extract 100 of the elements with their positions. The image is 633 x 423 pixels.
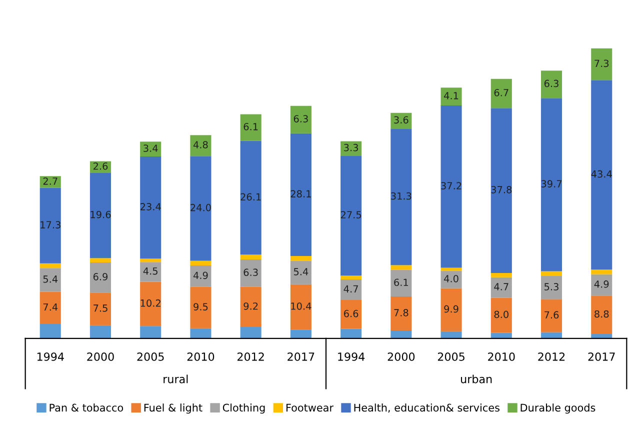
x-tick-label: 2010 [488, 352, 515, 361]
bar [140, 326, 162, 338]
x-tick-label: 1994 [37, 352, 64, 361]
x-tick-label: 2012 [538, 352, 565, 361]
data-label: 37.8 [491, 186, 512, 194]
bar [340, 156, 362, 276]
data-label: 4.9 [594, 280, 609, 288]
bar [240, 254, 262, 260]
bar [240, 114, 262, 141]
data-label: 7.6 [544, 311, 559, 319]
bar [540, 271, 562, 276]
data-label: 7.3 [594, 60, 609, 68]
bar [290, 256, 312, 261]
bar [591, 334, 612, 338]
data-label: 10.2 [140, 299, 160, 307]
data-label: 5.4 [43, 276, 58, 283]
bar [440, 105, 462, 268]
bar [90, 172, 112, 258]
bar [390, 270, 412, 297]
data-label: 7.5 [94, 304, 108, 312]
data-label: 4.7 [494, 283, 508, 290]
bar [591, 80, 612, 270]
x-tick-label: 2012 [238, 352, 264, 361]
data-label: 27.5 [340, 211, 362, 218]
data-label: 9.2 [244, 302, 258, 310]
bar [591, 296, 612, 334]
bar [190, 328, 212, 338]
bar [140, 262, 162, 282]
text: rural [164, 374, 188, 384]
bar [540, 332, 562, 338]
bar [540, 299, 562, 332]
data-label: 26.1 [240, 193, 261, 201]
x-tick-label: 2010 [187, 352, 214, 361]
bar [140, 282, 162, 326]
data-label: 2.6 [93, 162, 108, 170]
bar [190, 286, 212, 328]
data-label: 6.3 [244, 268, 258, 276]
bar [540, 70, 562, 98]
bar [390, 330, 412, 338]
bar [340, 300, 362, 329]
legend-label: Durable goods [520, 404, 596, 414]
data-label: 28.1 [290, 190, 311, 198]
data-label: 3.6 [394, 116, 408, 124]
data-label: 39.7 [541, 180, 562, 188]
bar [90, 292, 112, 326]
bar [190, 260, 212, 266]
bar [591, 269, 612, 274]
bar [40, 268, 61, 292]
legend-label: Clothing [222, 404, 265, 414]
data-label: 6.1 [244, 122, 258, 130]
bar [390, 128, 412, 266]
x-tick-label: 2000 [388, 352, 415, 361]
legend-label: Health, education& services [354, 404, 500, 413]
data-label: 6.9 [93, 273, 108, 280]
data-label: 31.3 [391, 192, 412, 200]
bar [290, 106, 312, 134]
bar [240, 259, 262, 287]
data-label: 10.4 [291, 302, 312, 310]
bar [240, 140, 262, 255]
data-label: 6.3 [294, 115, 308, 122]
x-tick-label: 2017 [288, 352, 314, 361]
data-label: 4.1 [444, 92, 458, 100]
bar [340, 141, 362, 156]
bar [440, 268, 462, 271]
x-tick-label: 2017 [588, 352, 615, 361]
data-label: 17.3 [40, 221, 60, 228]
data-label: 37.2 [441, 182, 462, 190]
bar [540, 276, 562, 300]
bar [440, 331, 462, 338]
data-label: 6.1 [394, 278, 408, 286]
data-label: 8.8 [594, 310, 609, 318]
x-tick-label: 2005 [438, 352, 464, 361]
data-label: 8.0 [494, 310, 508, 318]
bar [90, 325, 112, 338]
x-tick-label: 2005 [137, 352, 164, 361]
data-label: 4.0 [444, 274, 458, 282]
bar [90, 258, 112, 263]
data-label: 7.8 [394, 309, 408, 316]
bar [40, 324, 61, 338]
bar [290, 133, 312, 256]
legend-label: Fuel & light [144, 404, 202, 414]
data-label: 43.4 [591, 170, 612, 178]
data-label: 2.7 [43, 178, 58, 185]
legend-label: Footwear [286, 404, 334, 412]
bar [490, 272, 512, 278]
bar [490, 277, 512, 298]
data-label: 4.8 [193, 141, 208, 148]
bar [490, 298, 512, 333]
legend-label: Pan & tobacco [50, 404, 124, 412]
bar [140, 142, 162, 157]
data-label: 6.3 [544, 80, 558, 88]
text: urban [461, 374, 492, 384]
bar [290, 284, 312, 330]
bar [290, 330, 312, 338]
data-label: 6.7 [494, 88, 508, 96]
bar [140, 258, 162, 262]
data-label: 6.6 [344, 310, 358, 318]
bar [40, 292, 61, 324]
data-label: 3.3 [344, 144, 358, 152]
bar [540, 98, 562, 272]
